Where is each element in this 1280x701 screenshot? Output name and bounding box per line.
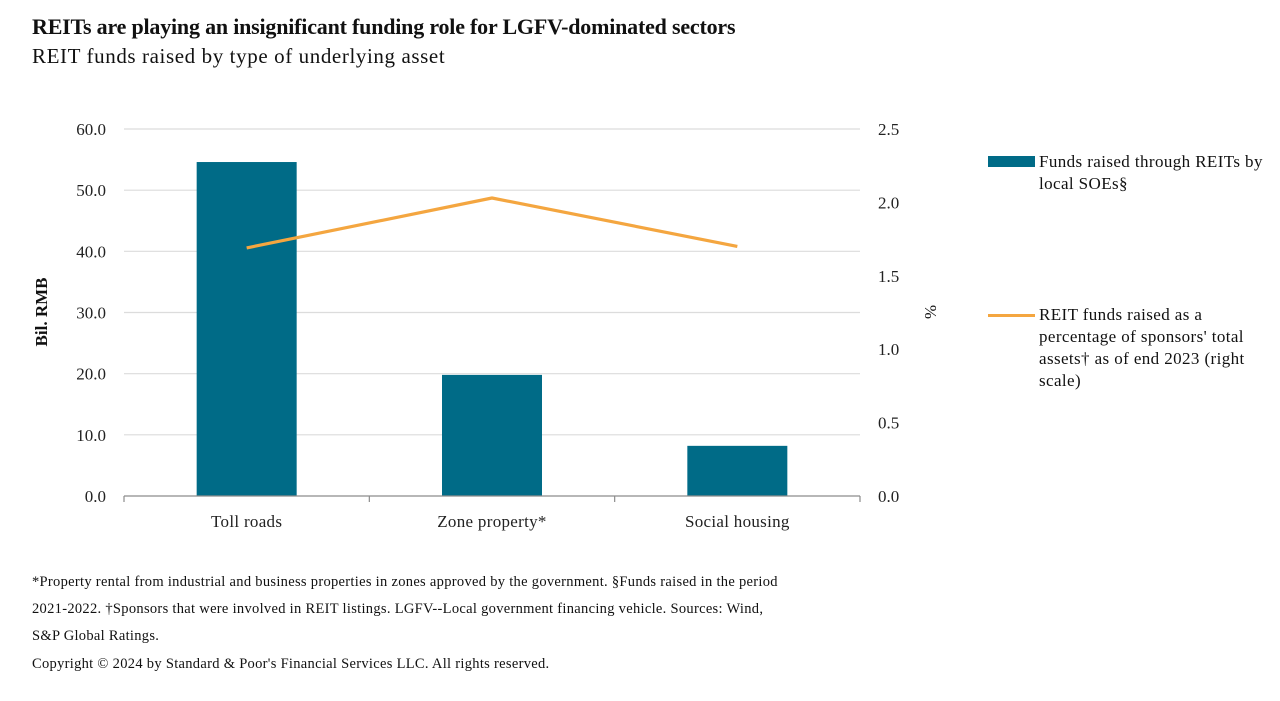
legend-item-percentage: REIT funds raised as a percentage of spo… bbox=[988, 304, 1254, 392]
y-tick-label: 0.0 bbox=[85, 487, 106, 506]
footnote-line-1: *Property rental from industrial and bus… bbox=[32, 574, 778, 590]
line-series bbox=[246, 196, 738, 250]
y-tick-label: 50.0 bbox=[76, 181, 106, 200]
y-tick-label: 30.0 bbox=[76, 304, 106, 323]
legend-line-swatch bbox=[988, 314, 1035, 317]
right-axis-ticks: 0.0 0.5 1.0 1.5 2.0 2.5 bbox=[878, 120, 899, 506]
bar bbox=[196, 162, 297, 496]
category-label: Social housing bbox=[685, 512, 790, 531]
y-tick-label: 40.0 bbox=[76, 242, 106, 261]
y2-tick-label: 1.0 bbox=[878, 340, 899, 359]
footnote-line-2: 2021-2022. †Sponsors that were involved … bbox=[32, 601, 764, 617]
right-axis-title: % bbox=[921, 305, 940, 319]
x-axis bbox=[123, 495, 861, 502]
legend-item-funds-raised: Funds raised through REITs by local SOEs… bbox=[988, 151, 1279, 195]
legend-bar-swatch bbox=[988, 156, 1035, 167]
category-labels: Toll roads Zone property* Social housing bbox=[211, 512, 790, 531]
y-tick-label: 20.0 bbox=[76, 365, 106, 384]
left-axis-title: Bil. RMB bbox=[32, 278, 51, 347]
y-tick-label: 10.0 bbox=[76, 426, 106, 445]
chart-subtitle: REIT funds raised by type of underlying … bbox=[32, 44, 446, 68]
legend-label: REIT funds raised as a percentage of spo… bbox=[1039, 305, 1245, 390]
chart-title: REITs are playing an insignificant fundi… bbox=[32, 14, 736, 39]
y2-tick-label: 0.0 bbox=[878, 487, 899, 506]
left-axis-ticks: 0.0 10.0 20.0 30.0 40.0 50.0 60.0 bbox=[76, 120, 106, 506]
legend-label: Funds raised through REITs by local SOEs… bbox=[1039, 152, 1263, 193]
bar bbox=[442, 374, 542, 496]
y2-tick-label: 2.0 bbox=[878, 193, 899, 212]
category-label: Toll roads bbox=[211, 512, 282, 531]
y2-tick-label: 2.5 bbox=[878, 120, 899, 139]
line-path bbox=[246, 196, 738, 250]
y2-tick-label: 0.5 bbox=[878, 414, 899, 433]
copyright: Copyright © 2024 by Standard & Poor's Fi… bbox=[32, 656, 550, 672]
y2-tick-label: 1.5 bbox=[878, 267, 899, 286]
y-tick-label: 60.0 bbox=[76, 120, 106, 139]
bar-series bbox=[196, 162, 788, 496]
bar bbox=[687, 445, 788, 496]
footnote-line-3: S&P Global Ratings. bbox=[32, 628, 160, 644]
category-label: Zone property* bbox=[437, 512, 546, 531]
